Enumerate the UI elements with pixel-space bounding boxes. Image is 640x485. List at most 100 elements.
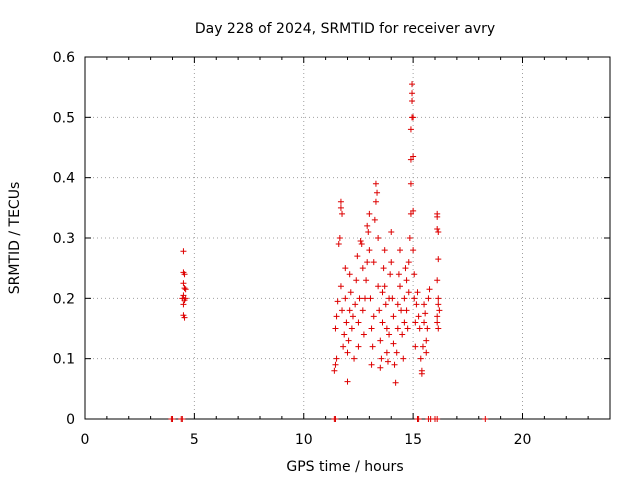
data-point [341, 331, 348, 338]
data-point [435, 301, 442, 308]
data-point [360, 331, 367, 338]
data-point [400, 355, 407, 362]
data-point [349, 313, 356, 320]
axis-ticks: 0 0.1 0.2 0.3 0.4 0.5 0.6 0 5 10 15 20 [53, 50, 611, 448]
data-point [383, 349, 390, 356]
data-point [398, 307, 405, 314]
data-point [353, 277, 360, 284]
data-point [180, 292, 187, 299]
data-point [351, 355, 358, 362]
data-point [378, 355, 385, 362]
chart-title: Day 228 of 2024, SRMTID for receiver avr… [195, 21, 495, 37]
data-point [375, 283, 382, 290]
data-point [412, 319, 419, 326]
data-point [381, 283, 388, 290]
data-point [414, 289, 421, 296]
y-axis-label: SRMTID / TECUs [7, 182, 23, 295]
data-point [412, 343, 419, 350]
data-point [371, 216, 378, 223]
data-point [423, 337, 430, 344]
data-point [359, 307, 366, 314]
data-point [434, 319, 441, 326]
data-point [169, 416, 176, 422]
data-point [401, 319, 408, 326]
x-tick-label: 0 [81, 432, 90, 448]
data-point [355, 319, 362, 326]
data-point [366, 247, 373, 254]
data-point [354, 253, 361, 260]
data-point [337, 204, 344, 211]
data-point [179, 416, 186, 422]
data-point [180, 280, 187, 287]
data-points [168, 81, 489, 422]
data-point [482, 416, 489, 422]
data-point [388, 228, 395, 235]
data-point [393, 349, 400, 356]
data-point [376, 307, 383, 314]
data-point [337, 198, 344, 205]
data-point [410, 153, 417, 160]
data-point [434, 210, 441, 217]
data-point [410, 207, 417, 214]
data-point [434, 277, 441, 284]
data-point [366, 210, 373, 217]
data-point [434, 416, 441, 422]
x-tick-label: 10 [295, 432, 313, 448]
data-point [344, 349, 351, 356]
data-point [333, 313, 340, 320]
data-point [423, 349, 430, 356]
data-point [337, 283, 344, 290]
data-point [347, 289, 354, 296]
data-point [359, 265, 366, 272]
data-point [395, 271, 402, 278]
data-point [404, 325, 411, 332]
data-point [405, 289, 412, 296]
data-point [422, 310, 429, 317]
data-point [397, 247, 403, 254]
data-point [370, 259, 377, 266]
data-point [182, 295, 189, 302]
data-point [402, 265, 409, 272]
data-point [425, 295, 432, 302]
grid [85, 57, 610, 419]
data-point [407, 180, 414, 187]
data-point [339, 210, 346, 217]
data-point [394, 325, 401, 332]
x-axis-label: GPS time / hours [286, 459, 403, 475]
data-point [346, 307, 353, 314]
data-point [434, 225, 441, 232]
data-point [336, 235, 343, 241]
data-point [399, 331, 406, 338]
data-point [415, 313, 422, 320]
data-point [389, 295, 396, 302]
data-point [435, 295, 442, 302]
data-point [332, 416, 339, 422]
data-point [372, 198, 379, 205]
data-point [380, 265, 387, 272]
data-point [381, 247, 388, 254]
data-point [387, 271, 394, 278]
y-tick-label: 0.1 [53, 352, 75, 368]
data-point [436, 307, 443, 314]
data-point [181, 285, 188, 292]
plot-frame [84, 56, 611, 420]
data-point [418, 367, 425, 374]
data-point [424, 325, 431, 332]
data-point [367, 295, 374, 302]
data-point [409, 98, 416, 105]
data-point [403, 307, 410, 314]
data-point [346, 271, 353, 278]
data-point [375, 235, 382, 241]
data-point [421, 301, 428, 308]
data-point [405, 259, 412, 266]
data-point [409, 90, 416, 97]
data-point [416, 325, 423, 332]
data-point [411, 295, 418, 302]
y-tick-label: 0.4 [53, 171, 75, 187]
data-point [345, 337, 352, 344]
data-point [435, 325, 442, 332]
data-point [369, 343, 376, 350]
data-point [180, 248, 187, 255]
data-point [409, 81, 416, 88]
